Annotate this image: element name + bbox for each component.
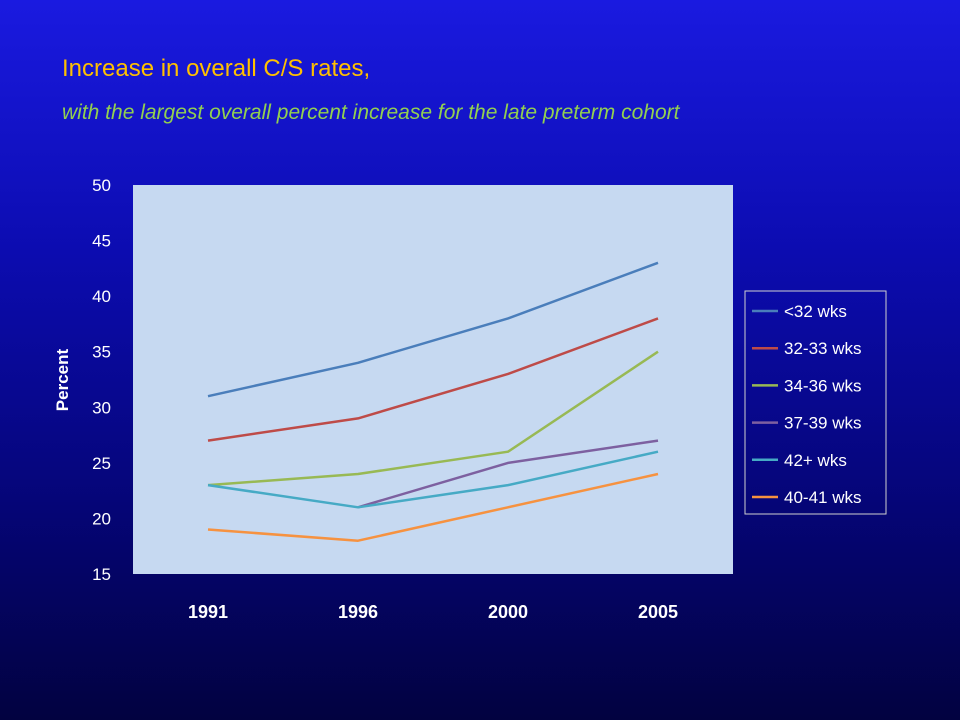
y-tick-label: 30 <box>92 398 111 417</box>
series-line-4 <box>207 450 659 509</box>
series-line-0 <box>207 261 659 398</box>
y-tick-label: 20 <box>92 509 111 528</box>
legend-label: 34-36 wks <box>784 376 861 395</box>
series-line-2 <box>207 350 659 487</box>
slide-title: Increase in overall C/S rates, <box>62 55 371 82</box>
x-tick-label: 2000 <box>488 602 528 622</box>
plot-area <box>133 185 733 574</box>
series-line-5 <box>207 472 659 542</box>
x-tick-label: 1991 <box>188 602 228 622</box>
series-lines <box>207 261 659 542</box>
y-tick-label: 50 <box>92 176 111 195</box>
legend-box <box>744 290 887 515</box>
legend-label: 37-39 wks <box>784 414 861 433</box>
slide-subtitle: with the largest overall percent increas… <box>62 101 680 124</box>
x-tick-label: 2005 <box>638 602 678 622</box>
y-axis-ticks: 15 20 25 30 35 40 45 50 <box>92 176 111 584</box>
series-line-1 <box>207 317 659 442</box>
legend-label: 42+ wks <box>784 451 847 470</box>
legend-label: 32-33 wks <box>784 339 861 358</box>
legend: <32 wks 32-33 wks 34-36 wks 37-39 wks 42+ wk… <box>744 290 887 515</box>
y-tick-label: 15 <box>92 565 111 584</box>
x-tick-label: 1996 <box>338 602 378 622</box>
y-tick-label: 40 <box>92 287 111 306</box>
series-line-3 <box>357 439 659 509</box>
y-tick-label: 25 <box>92 454 111 473</box>
x-axis-ticks: 1991 1996 2000 2005 <box>188 602 678 622</box>
legend-label: <32 wks <box>784 302 847 321</box>
y-tick-label: 35 <box>92 343 111 362</box>
y-axis-label: Percent <box>53 348 72 411</box>
y-tick-label: 45 <box>92 232 111 251</box>
legend-label: 40-41 wks <box>784 488 861 507</box>
